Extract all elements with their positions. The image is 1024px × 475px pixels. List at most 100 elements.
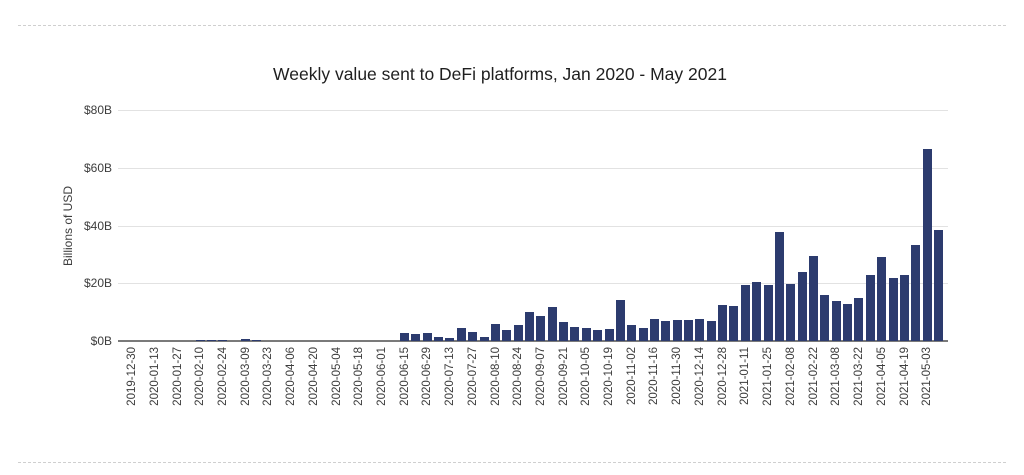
bar-2020-09-28	[570, 327, 580, 341]
x-tick-label: 2021-01-25	[762, 347, 775, 406]
bar-2021-04-12	[888, 277, 898, 341]
x-tick-label: 2020-11-30	[671, 347, 684, 405]
bar-2021-02-22	[809, 256, 818, 341]
bar-2020-02-10	[195, 340, 205, 341]
x-tick-label: 2020-03-09	[239, 347, 252, 406]
y-tick-label: $40B	[83, 218, 112, 233]
bar-2020-12-07	[684, 320, 694, 341]
bar-2020-03-16	[252, 339, 262, 341]
bar-2021-02-15	[797, 271, 807, 341]
bar-2021-01-11	[740, 284, 750, 341]
bar-2020-07-13	[445, 337, 455, 341]
bar-2020-02-17	[206, 339, 216, 341]
chart-title: Weekly value sent to DeFi platforms, Jan…	[273, 64, 727, 84]
bar-2020-06-29	[422, 332, 432, 341]
bar-2021-03-01	[820, 295, 830, 341]
x-tick-label: 2020-01-27	[171, 347, 184, 406]
x-tick-label: 2021-03-22	[852, 347, 865, 406]
bar-2020-08-24	[513, 324, 523, 341]
plot-area	[118, 110, 948, 342]
bottom-dashed-rule	[18, 462, 1006, 463]
y-tick-label: $0B	[90, 334, 112, 348]
bar-2020-09-07	[536, 316, 546, 341]
bar-2020-11-02	[627, 325, 637, 341]
x-tick-label: 2020-04-20	[307, 347, 320, 406]
x-tick-label: 2020-06-15	[398, 347, 411, 406]
x-tick-label: 2020-04-06	[284, 347, 297, 406]
gridline-80	[118, 110, 948, 111]
x-tick-label: 2019-12-30	[125, 347, 138, 406]
bar-2021-04-05	[877, 257, 887, 341]
bar-2020-08-31	[525, 311, 534, 341]
bar-2021-01-25	[763, 284, 773, 341]
bar-2020-08-03	[479, 337, 489, 341]
bar-2020-02-24	[218, 340, 228, 341]
bar-2020-08-17	[502, 330, 512, 341]
x-tick-label: 2021-04-19	[898, 347, 911, 406]
bar-2020-10-19	[604, 329, 614, 341]
x-tick-label: 2020-10-05	[580, 347, 593, 406]
bar-2020-10-05	[581, 328, 591, 341]
x-tick-label: 2021-01-11	[739, 347, 752, 405]
gridline-20	[118, 283, 948, 285]
bar-2021-01-04	[729, 306, 739, 341]
bar-2020-03-09	[241, 339, 250, 341]
x-axis-line	[118, 340, 948, 342]
x-tick-label: 2021-03-08	[830, 347, 843, 406]
bar-2020-11-16	[649, 319, 659, 341]
gridline-40	[118, 225, 948, 227]
bar-2020-07-20	[456, 328, 466, 341]
bar-2021-03-22	[854, 298, 864, 341]
bar-2020-10-26	[615, 300, 625, 341]
bar-2020-12-14	[695, 319, 705, 341]
bar-2020-12-21	[706, 321, 716, 341]
bar-2020-09-21	[559, 322, 569, 341]
x-tick-label: 2020-06-01	[375, 347, 388, 406]
bar-2020-09-14	[547, 306, 557, 341]
x-tick-label: 2020-03-23	[262, 347, 275, 406]
top-dashed-rule	[18, 25, 1006, 26]
x-tick-label: 2021-02-08	[784, 347, 797, 406]
x-tick-label: 2020-05-18	[353, 347, 366, 406]
x-tick-label: 2020-01-13	[148, 347, 161, 406]
x-tick-label: 2020-09-21	[557, 347, 570, 406]
bar-2021-04-19	[899, 274, 909, 341]
bar-2020-11-23	[661, 320, 671, 341]
x-tick-label: 2020-02-24	[216, 347, 229, 406]
x-tick-label: 2020-09-07	[534, 347, 547, 406]
y-tick-label: $20B	[83, 276, 112, 291]
x-tick-label: 2020-11-16	[648, 347, 661, 405]
bar-2020-11-30	[672, 319, 682, 341]
bar-2021-02-08	[786, 284, 796, 341]
x-tick-label: 2020-11-02	[625, 347, 638, 405]
bar-2021-03-08	[831, 301, 841, 341]
bar-2020-06-22	[411, 334, 421, 341]
y-tick-label: $80B	[83, 103, 112, 117]
bar-2021-04-26	[911, 245, 921, 341]
bar-2021-03-29	[865, 274, 875, 341]
x-tick-label: 2020-12-28	[716, 347, 729, 406]
x-tick-label: 2020-07-27	[466, 347, 479, 406]
x-tick-label: 2020-12-14	[693, 347, 706, 406]
bar-2021-05-03	[922, 149, 932, 341]
y-tick-label: $60B	[83, 160, 112, 175]
bar-2021-03-15	[843, 304, 853, 341]
bar-2021-05-10	[933, 230, 943, 341]
bar-2020-11-09	[638, 328, 648, 341]
bar-2020-08-10	[490, 324, 500, 341]
x-tick-label: 2020-08-10	[489, 347, 502, 406]
bar-2020-10-12	[593, 330, 603, 341]
x-tick-label: 2020-02-10	[194, 347, 207, 406]
bar-2020-07-06	[434, 336, 444, 341]
bar-2021-02-01	[774, 231, 784, 341]
x-tick-label: 2020-05-04	[330, 347, 343, 406]
x-tick-label: 2021-02-22	[807, 347, 820, 406]
bar-2021-01-18	[752, 281, 762, 341]
y-axis-title: Billions of USD	[61, 185, 75, 267]
bar-2020-06-15	[400, 333, 410, 341]
x-tick-label: 2020-07-13	[443, 347, 456, 406]
x-tick-label: 2020-10-19	[603, 347, 616, 406]
bar-2020-07-27	[468, 331, 478, 341]
gridline-60	[118, 167, 948, 169]
